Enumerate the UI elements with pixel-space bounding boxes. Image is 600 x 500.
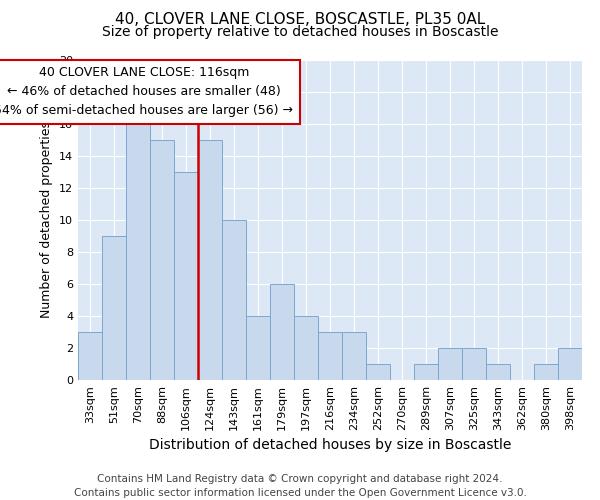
Bar — [78, 332, 102, 380]
Bar — [558, 348, 582, 380]
X-axis label: Distribution of detached houses by size in Boscastle: Distribution of detached houses by size … — [149, 438, 511, 452]
Bar — [174, 172, 198, 380]
Bar — [222, 220, 246, 380]
Bar — [462, 348, 486, 380]
Bar — [438, 348, 462, 380]
Bar — [150, 140, 174, 380]
Bar — [342, 332, 366, 380]
Y-axis label: Number of detached properties: Number of detached properties — [40, 122, 53, 318]
Bar — [534, 364, 558, 380]
Bar — [486, 364, 510, 380]
Bar — [366, 364, 390, 380]
Bar — [318, 332, 342, 380]
Bar — [198, 140, 222, 380]
Bar — [414, 364, 438, 380]
Text: Contains HM Land Registry data © Crown copyright and database right 2024.
Contai: Contains HM Land Registry data © Crown c… — [74, 474, 526, 498]
Bar — [294, 316, 318, 380]
Bar — [270, 284, 294, 380]
Text: 40, CLOVER LANE CLOSE, BOSCASTLE, PL35 0AL: 40, CLOVER LANE CLOSE, BOSCASTLE, PL35 0… — [115, 12, 485, 28]
Text: Size of property relative to detached houses in Boscastle: Size of property relative to detached ho… — [102, 25, 498, 39]
Text: 40 CLOVER LANE CLOSE: 116sqm
← 46% of detached houses are smaller (48)
54% of se: 40 CLOVER LANE CLOSE: 116sqm ← 46% of de… — [0, 66, 293, 118]
Bar — [246, 316, 270, 380]
Bar — [102, 236, 126, 380]
Bar — [126, 124, 150, 380]
